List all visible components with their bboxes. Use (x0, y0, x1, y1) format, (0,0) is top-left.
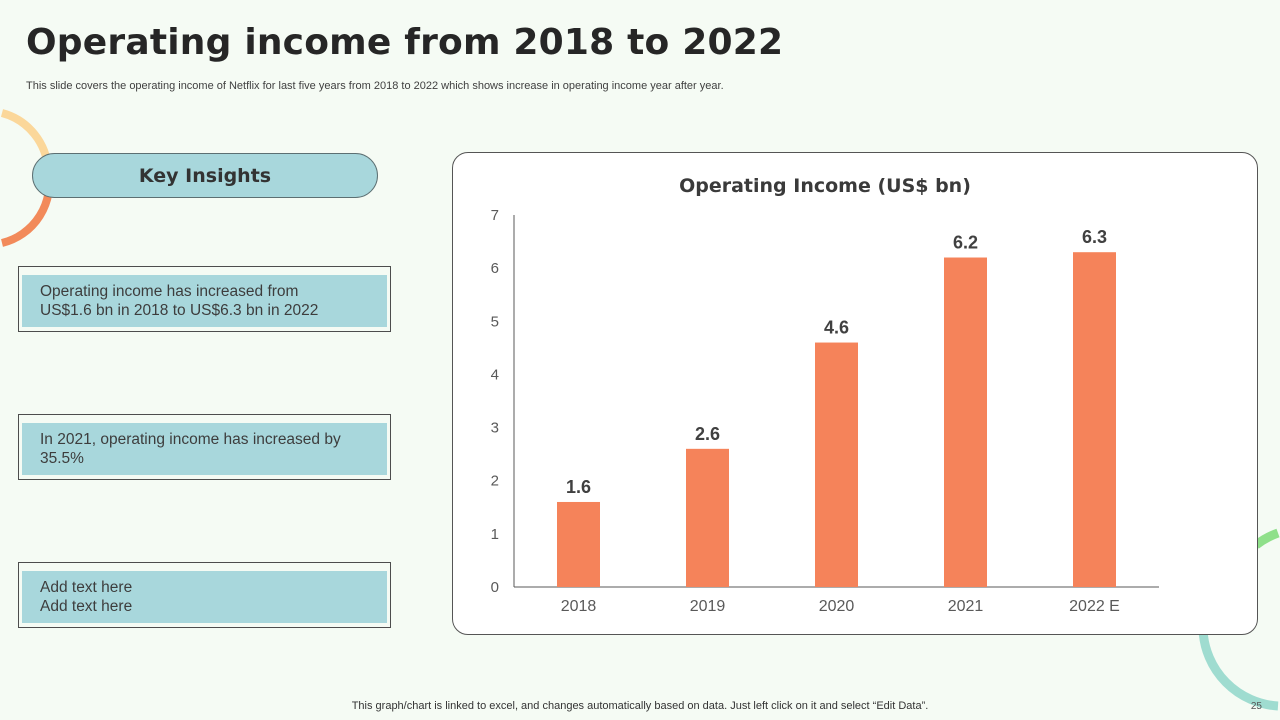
x-tick-label: 2021 (948, 598, 984, 615)
insight-text: In 2021, operating income has increased … (40, 431, 341, 448)
data-label: 6.3 (1082, 227, 1107, 247)
insight-card-2-body: In 2021, operating income has increased … (22, 423, 387, 475)
x-tick-label: 2022 E (1069, 598, 1120, 615)
bar (944, 257, 987, 587)
y-tick-label: 1 (491, 526, 499, 543)
footnote: This graph/chart is linked to excel, and… (351, 700, 929, 712)
insight-card-3: Add text here Add text here (18, 562, 391, 628)
insight-text: Add text here (40, 579, 133, 596)
bar (557, 501, 600, 587)
y-tick-label: 2 (491, 473, 499, 490)
data-label: 4.6 (824, 318, 849, 338)
key-insights-heading: Key Insights (32, 153, 378, 198)
insight-card-1: Operating income has increased from US$1… (18, 266, 391, 332)
chart-title: Operating Income (US$ bn) (679, 175, 971, 197)
insight-text: 35.5% (40, 450, 84, 467)
decorative-arc-teal (1198, 629, 1279, 711)
decorative-arc-green (1253, 528, 1280, 549)
x-tick-label: 2019 (690, 598, 726, 615)
insight-card-2: In 2021, operating income has increased … (18, 414, 391, 480)
insight-text: Add text here (40, 598, 133, 615)
bar (1073, 252, 1116, 587)
insight-text: Operating income has increased from (40, 283, 299, 300)
y-tick-label: 4 (491, 366, 499, 383)
bar (815, 342, 858, 587)
page-title: Operating income from 2018 to 2022 (26, 22, 784, 63)
data-label: 1.6 (566, 477, 591, 497)
chart-panel[interactable]: Operating Income (US$ bn) 0 1 2 3 4 5 6 7 1.6 2018… (452, 152, 1258, 635)
page-subtitle: This slide covers the operating income o… (26, 80, 724, 92)
x-tick-label: 2018 (561, 598, 597, 615)
bar (686, 448, 729, 587)
insight-text: US$1.6 bn in 2018 to US$6.3 bn in 2022 (40, 302, 319, 319)
y-tick-label: 3 (491, 420, 499, 437)
data-label: 6.2 (953, 233, 978, 253)
y-tick-label: 7 (491, 207, 499, 224)
page-number: 25 (1250, 701, 1262, 712)
data-label: 2.6 (695, 424, 720, 444)
y-tick-label: 6 (491, 260, 499, 277)
y-tick-label: 5 (491, 313, 499, 330)
x-tick-label: 2020 (819, 598, 855, 615)
insight-card-1-body: Operating income has increased from US$1… (22, 275, 387, 327)
operating-income-chart[interactable]: Operating Income (US$ bn) 0 1 2 3 4 5 6 7 1.6 2018… (453, 153, 1257, 634)
insight-card-3-body: Add text here Add text here (22, 571, 387, 623)
y-tick-label: 0 (491, 579, 499, 596)
